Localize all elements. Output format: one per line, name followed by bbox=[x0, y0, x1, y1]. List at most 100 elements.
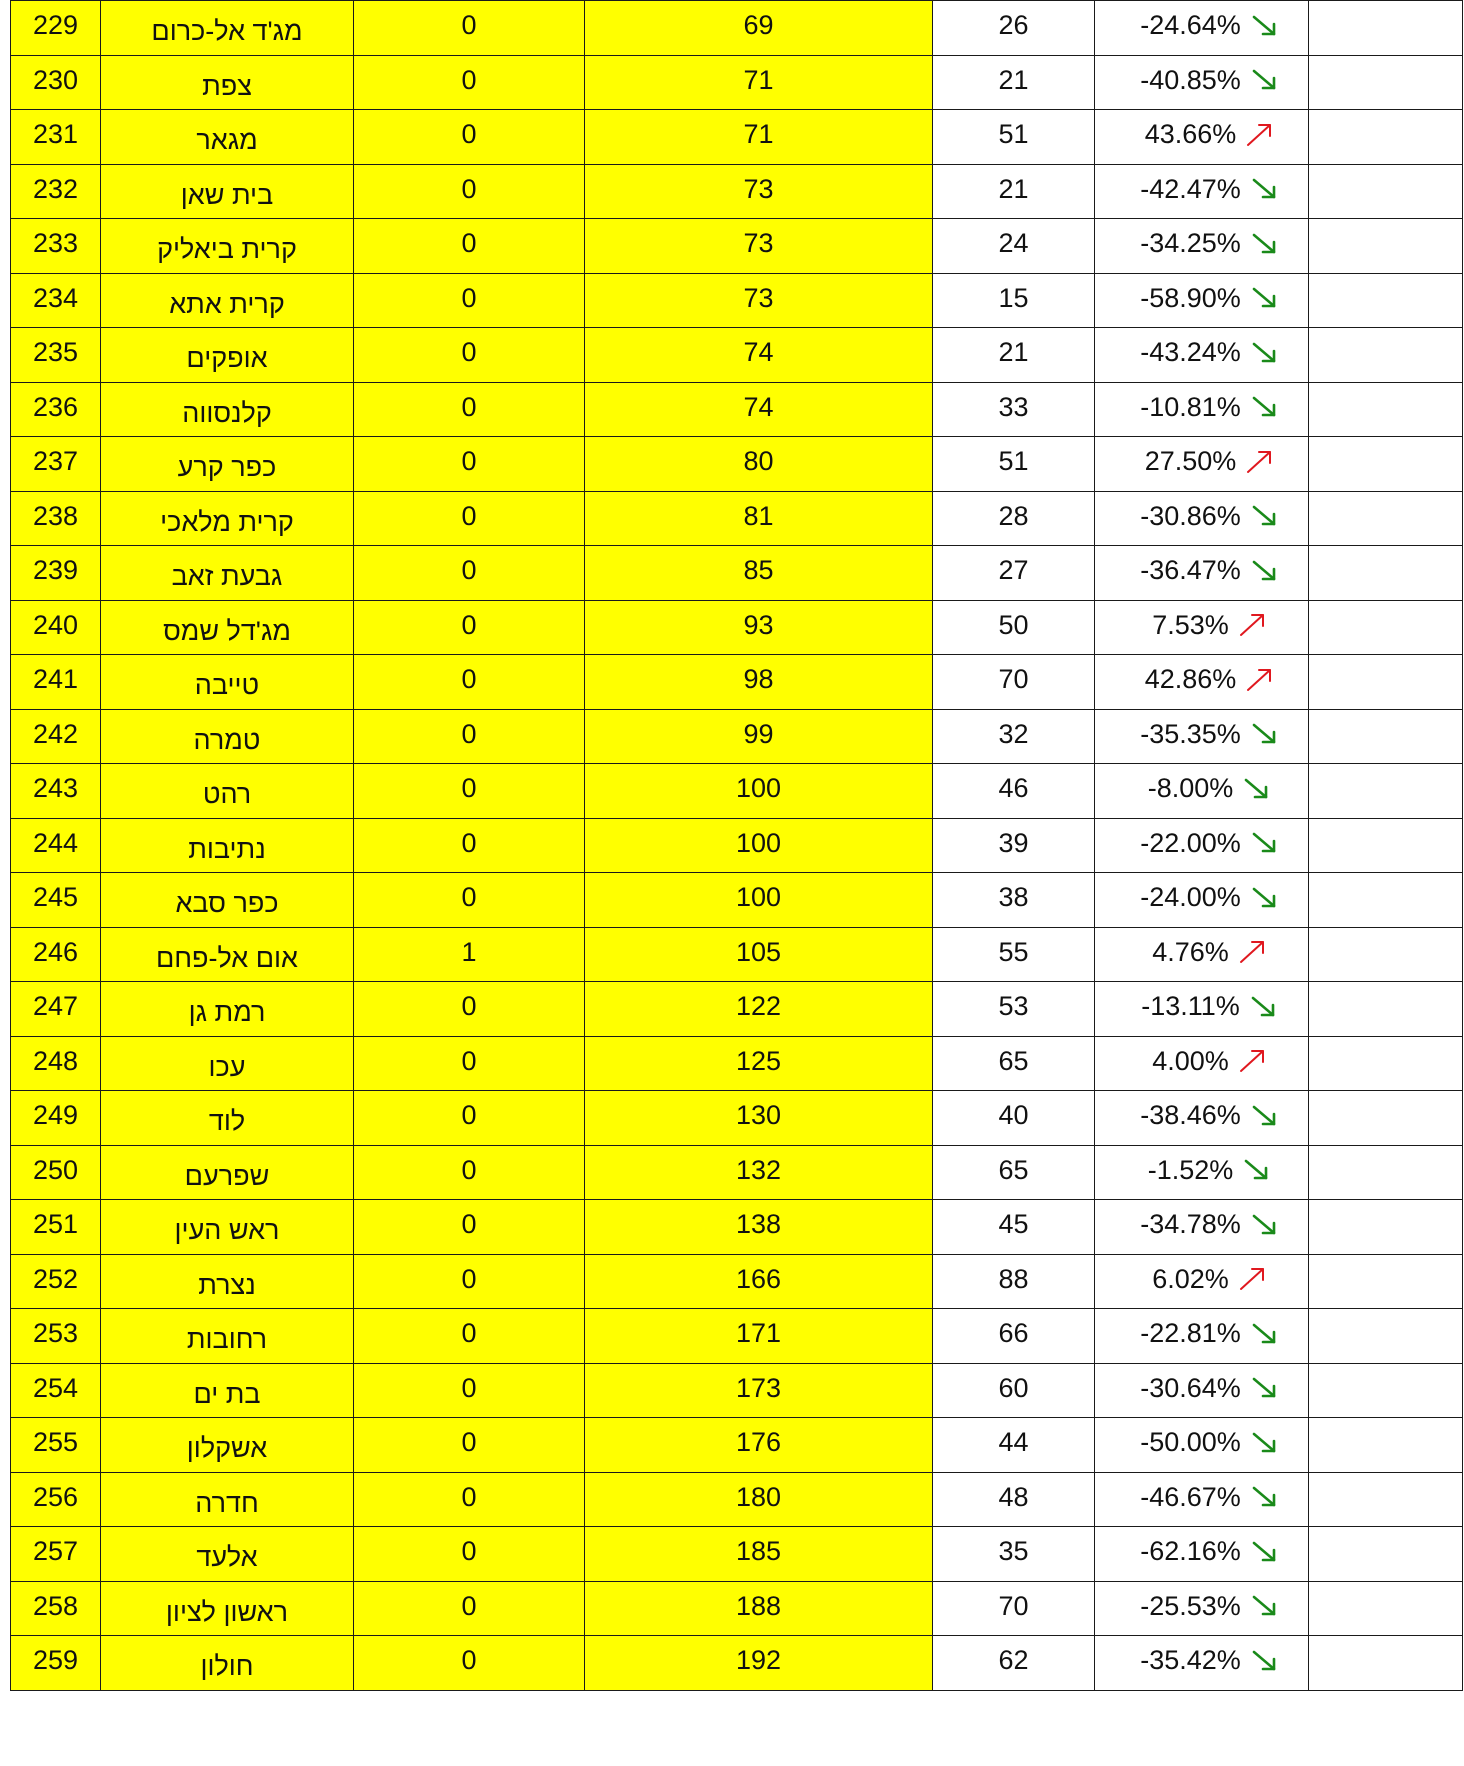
change-percent: -36.47% bbox=[1140, 555, 1241, 586]
change-cell: -1.52% bbox=[1094, 1144, 1309, 1200]
rank-cell: 251 bbox=[10, 1199, 101, 1255]
col3-cell: 0 bbox=[353, 1308, 585, 1364]
col3-value: 0 bbox=[461, 337, 477, 368]
empty-cell bbox=[1308, 545, 1463, 601]
city-name: אלעד bbox=[196, 1542, 258, 1573]
rank-cell: 242 bbox=[10, 708, 101, 764]
col3-cell: 0 bbox=[353, 817, 585, 873]
arrow-down-icon bbox=[1252, 832, 1276, 853]
city-name: לוד bbox=[208, 1106, 246, 1137]
rank-value: 235 bbox=[32, 337, 79, 368]
empty-cell bbox=[1308, 436, 1463, 492]
city-name: טמרה bbox=[193, 724, 261, 755]
city-cell: רחובות bbox=[100, 1308, 354, 1364]
rank-value: 234 bbox=[32, 282, 79, 313]
arrow-down-icon bbox=[1252, 1323, 1276, 1344]
col4-value: 188 bbox=[735, 1590, 782, 1621]
col3-value: 0 bbox=[461, 391, 477, 422]
arrow-down-icon bbox=[1252, 287, 1276, 308]
arrow-down-icon bbox=[1252, 69, 1276, 90]
city-cell: צפת bbox=[100, 54, 354, 110]
col4-value: 85 bbox=[743, 555, 774, 586]
col5-value: 55 bbox=[998, 936, 1029, 967]
change-cell: 4.00% bbox=[1094, 1035, 1309, 1091]
city-name: עכו bbox=[208, 1051, 246, 1082]
change-percent: -22.81% bbox=[1140, 1318, 1241, 1349]
arrow-down-icon bbox=[1252, 1541, 1276, 1562]
change-cell: -10.81% bbox=[1094, 381, 1309, 437]
col3-cell: 0 bbox=[353, 1580, 585, 1636]
rank-value: 236 bbox=[32, 391, 79, 422]
change-cell: -62.16% bbox=[1094, 1526, 1309, 1582]
rank-value: 256 bbox=[32, 1481, 79, 1512]
col4-cell: 85 bbox=[584, 545, 933, 601]
table-row: 259 חולון 0 192 62 -35.42% bbox=[10, 1635, 1463, 1691]
col3-cell: 0 bbox=[353, 436, 585, 492]
rank-cell: 249 bbox=[10, 1090, 101, 1146]
col4-value: 180 bbox=[735, 1481, 782, 1512]
table-row: 234 קרית אתא 0 73 15 -58.90% bbox=[10, 272, 1463, 328]
col5-cell: 88 bbox=[932, 1253, 1095, 1309]
city-name: בית שאן bbox=[180, 179, 274, 210]
arrow-up-icon bbox=[1247, 450, 1272, 473]
col3-value: 0 bbox=[461, 664, 477, 695]
col5-value: 21 bbox=[998, 337, 1029, 368]
col4-cell: 81 bbox=[584, 490, 933, 546]
rank-cell: 238 bbox=[10, 490, 101, 546]
col5-value: 26 bbox=[998, 10, 1029, 41]
table-row: 244 נתיבות 0 100 39 -22.00% bbox=[10, 817, 1463, 873]
rank-cell: 247 bbox=[10, 981, 101, 1037]
arrow-down-icon bbox=[1252, 1432, 1276, 1453]
col3-cell: 0 bbox=[353, 545, 585, 601]
col4-cell: 173 bbox=[584, 1362, 933, 1418]
col5-value: 70 bbox=[998, 1590, 1029, 1621]
change-percent: -34.25% bbox=[1140, 228, 1241, 259]
col3-cell: 0 bbox=[353, 872, 585, 928]
city-name: גבעת זאב bbox=[171, 561, 283, 592]
table-row: 237 כפר קרע 0 80 51 27.50% bbox=[10, 436, 1463, 492]
city-cell: אשקלון bbox=[100, 1417, 354, 1473]
rank-cell: 231 bbox=[10, 109, 101, 165]
change-cell: -34.25% bbox=[1094, 218, 1309, 274]
col5-cell: 70 bbox=[932, 1580, 1095, 1636]
table-row: 251 ראש העין 0 138 45 -34.78% bbox=[10, 1199, 1463, 1255]
col5-value: 65 bbox=[998, 1154, 1029, 1185]
city-cell: בת ים bbox=[100, 1362, 354, 1418]
rank-value: 255 bbox=[32, 1427, 79, 1458]
table-row: 252 נצרת 0 166 88 6.02% bbox=[10, 1253, 1463, 1309]
col5-value: 48 bbox=[998, 1481, 1029, 1512]
empty-cell bbox=[1308, 599, 1463, 655]
city-cell: לוד bbox=[100, 1090, 354, 1146]
table-row: 249 לוד 0 130 40 -38.46% bbox=[10, 1090, 1463, 1146]
col5-cell: 33 bbox=[932, 381, 1095, 437]
empty-cell bbox=[1308, 490, 1463, 546]
empty-cell bbox=[1308, 1144, 1463, 1200]
col5-cell: 44 bbox=[932, 1417, 1095, 1473]
city-name: קלנסווה bbox=[182, 397, 272, 428]
col5-value: 66 bbox=[998, 1318, 1029, 1349]
change-percent: -8.00% bbox=[1147, 773, 1234, 804]
city-name: שפרעם bbox=[184, 1160, 270, 1191]
change-cell: -24.00% bbox=[1094, 872, 1309, 928]
change-percent: -58.90% bbox=[1140, 282, 1241, 313]
col3-cell: 0 bbox=[353, 163, 585, 219]
col4-value: 105 bbox=[735, 936, 782, 967]
arrow-up-icon bbox=[1239, 1268, 1264, 1291]
col4-cell: 99 bbox=[584, 708, 933, 764]
arrow-up-icon bbox=[1239, 941, 1264, 964]
empty-cell bbox=[1308, 1635, 1463, 1691]
col5-cell: 39 bbox=[932, 817, 1095, 873]
empty-cell bbox=[1308, 926, 1463, 982]
rank-value: 233 bbox=[32, 228, 79, 259]
empty-cell bbox=[1308, 708, 1463, 764]
rank-cell: 235 bbox=[10, 327, 101, 383]
city-name: אשקלון bbox=[186, 1433, 268, 1464]
col5-cell: 53 bbox=[932, 981, 1095, 1037]
rank-value: 242 bbox=[32, 718, 79, 749]
col5-value: 53 bbox=[998, 991, 1029, 1022]
city-cell: חולון bbox=[100, 1635, 354, 1691]
col3-value: 0 bbox=[461, 282, 477, 313]
rank-cell: 256 bbox=[10, 1471, 101, 1527]
table-row: 231 מגאר 0 71 51 43.66% bbox=[10, 109, 1463, 165]
col3-value: 0 bbox=[461, 1481, 477, 1512]
